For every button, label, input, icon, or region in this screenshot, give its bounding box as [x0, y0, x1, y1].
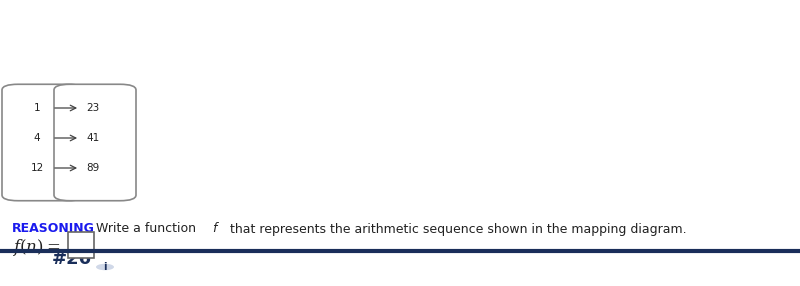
Text: 1: 1: [34, 103, 40, 113]
Text: f: f: [212, 223, 216, 235]
Text: 41: 41: [86, 133, 100, 143]
Text: 4: 4: [34, 133, 40, 143]
Text: 12: 12: [30, 163, 44, 173]
Text: 89: 89: [86, 163, 100, 173]
Text: #26: #26: [52, 250, 92, 268]
Text: $f(n) =$: $f(n) =$: [12, 237, 60, 257]
Text: Write a function: Write a function: [96, 223, 196, 235]
Text: i: i: [103, 262, 106, 272]
Text: 23: 23: [86, 103, 100, 113]
Text: REASONING: REASONING: [12, 223, 95, 235]
Text: that represents the arithmetic sequence shown in the mapping diagram.: that represents the arithmetic sequence …: [222, 223, 686, 235]
